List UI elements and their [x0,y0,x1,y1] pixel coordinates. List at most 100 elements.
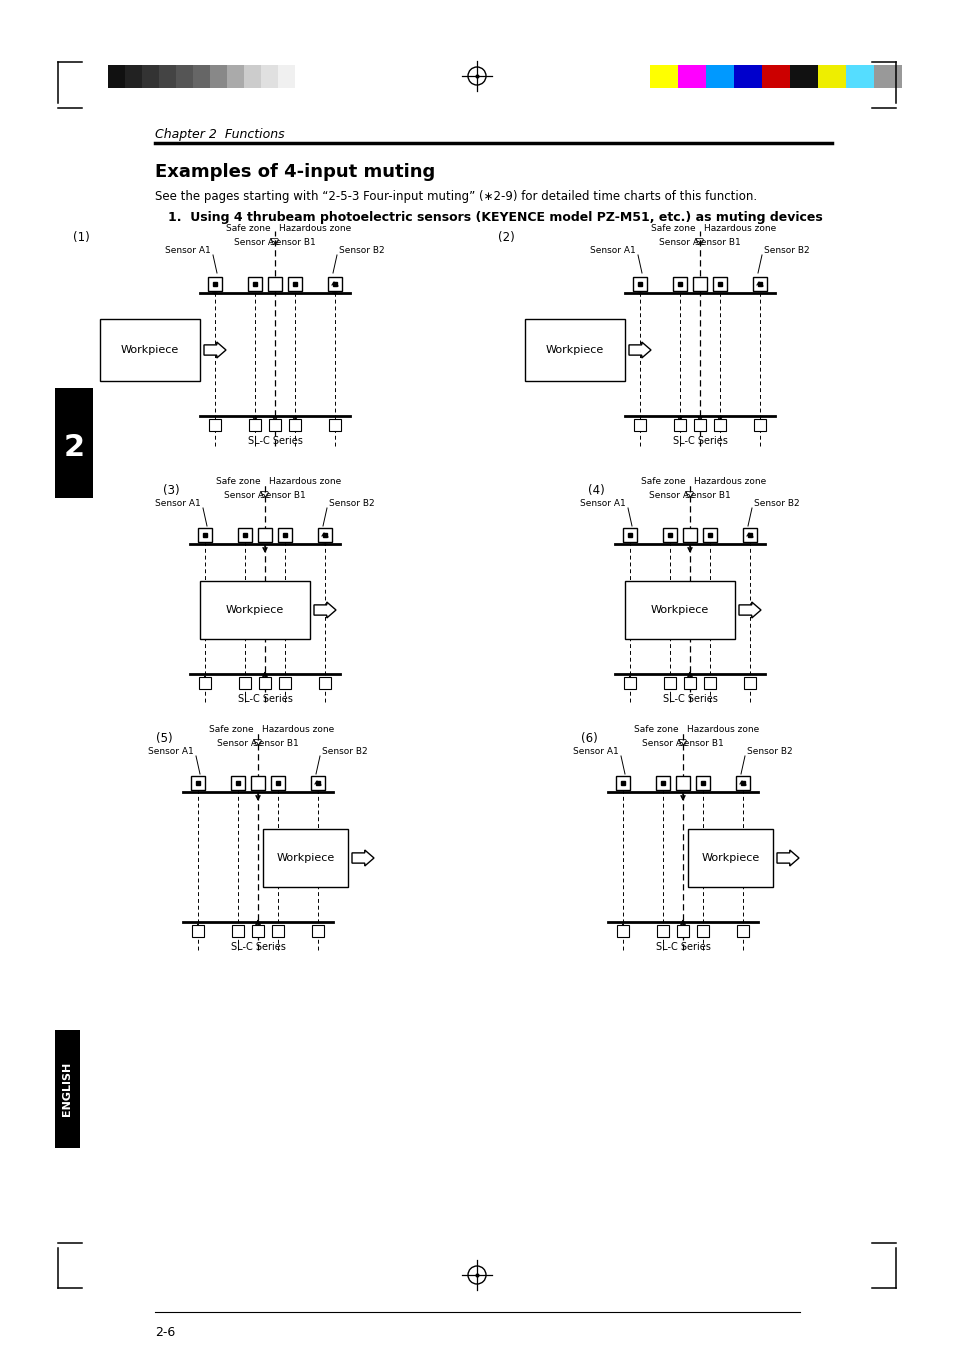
Text: (6): (6) [580,732,598,744]
Bar [672,277,686,290]
Bar [257,528,272,542]
Text: Safe zone: Safe zone [226,224,271,232]
Bar [311,775,325,790]
Text: 1.  Using 4 thrubeam photoelectric sensors (KEYENCE model PZ-M51, etc.) as mutin: 1. Using 4 thrubeam photoelectric sensor… [168,211,821,224]
Bar [199,677,211,689]
Bar [312,925,324,938]
Text: Sensor A2: Sensor A2 [233,238,279,247]
Polygon shape [352,850,374,866]
Text: Sensor B2: Sensor B2 [746,747,792,757]
Bar [733,65,761,88]
Bar [258,677,271,689]
Bar [873,65,901,88]
Bar [712,277,726,290]
Text: Sensor A2: Sensor A2 [641,739,687,748]
Text: SL-C Series: SL-C Series [672,436,727,446]
Bar [278,677,291,689]
Bar [743,677,755,689]
Bar [703,677,716,689]
Bar [251,775,265,790]
Text: Sensor A1: Sensor A1 [155,499,201,508]
Bar [662,528,677,542]
Text: 2-6: 2-6 [154,1325,175,1339]
Bar [678,65,705,88]
Bar [676,775,689,790]
Text: Hazardous zone: Hazardous zone [262,725,334,734]
Text: (5): (5) [156,732,172,744]
Text: Sensor B2: Sensor B2 [753,499,799,508]
Bar [231,775,245,790]
Text: Sensor A1: Sensor A1 [165,246,211,255]
Bar [239,677,251,689]
Bar [663,677,676,689]
Text: Sensor B1: Sensor B1 [253,739,298,748]
Text: Safe zone: Safe zone [216,477,261,486]
Text: (3): (3) [163,484,180,497]
Bar [634,419,645,431]
Text: Workpiece: Workpiece [121,345,179,355]
Text: Sensor A2: Sensor A2 [217,739,262,748]
Bar [175,65,193,88]
Bar [624,581,734,639]
Bar [817,65,845,88]
Bar [227,65,244,88]
Bar [328,277,341,290]
Text: Sensor A2: Sensor A2 [659,238,704,247]
Bar [271,775,285,790]
Text: Workpiece: Workpiece [650,605,708,615]
Bar [656,775,669,790]
Bar [277,528,292,542]
Text: Sensor B2: Sensor B2 [763,246,809,255]
Bar [248,277,262,290]
Bar [697,925,708,938]
Bar [272,925,284,938]
Bar [289,419,301,431]
Bar [705,65,733,88]
Bar [237,528,252,542]
Bar [108,65,125,88]
Bar [737,925,748,938]
Text: Examples of 4-input muting: Examples of 4-input muting [154,163,435,181]
Bar [677,925,688,938]
Polygon shape [204,342,226,358]
Text: Sensor B1: Sensor B1 [678,739,723,748]
Polygon shape [314,603,335,617]
Text: Sensor B1: Sensor B1 [260,490,306,500]
Text: Safe zone: Safe zone [651,224,696,232]
Bar [269,419,281,431]
Bar [249,419,261,431]
Bar [318,677,331,689]
Bar [288,277,302,290]
Text: SL-C Series: SL-C Series [231,942,285,952]
Bar [263,830,348,888]
Text: Sensor B1: Sensor B1 [684,490,730,500]
Text: Sensor B1: Sensor B1 [695,238,740,247]
Text: Hazardous zone: Hazardous zone [693,477,765,486]
Bar [209,419,221,431]
Bar [682,528,697,542]
Text: Workpiece: Workpiece [226,605,284,615]
Bar [789,65,817,88]
Bar [268,277,282,290]
Text: Hazardous zone: Hazardous zone [269,477,341,486]
Text: Sensor A1: Sensor A1 [590,246,636,255]
Bar [753,419,765,431]
Bar [649,65,678,88]
Text: Workpiece: Workpiece [276,852,335,863]
Bar [617,925,628,938]
Bar [329,419,340,431]
Text: Safe zone: Safe zone [634,725,679,734]
Text: Sensor B1: Sensor B1 [270,238,315,247]
Bar [687,830,772,888]
Bar [142,65,159,88]
Text: (1): (1) [73,231,90,245]
Bar [633,277,646,290]
Bar [761,65,789,88]
Bar [735,775,749,790]
Text: Sensor B2: Sensor B2 [338,246,384,255]
Bar [208,277,222,290]
Bar [191,775,205,790]
Text: Safe zone: Safe zone [640,477,685,486]
Bar [261,65,277,88]
Text: Sensor A1: Sensor A1 [579,499,625,508]
